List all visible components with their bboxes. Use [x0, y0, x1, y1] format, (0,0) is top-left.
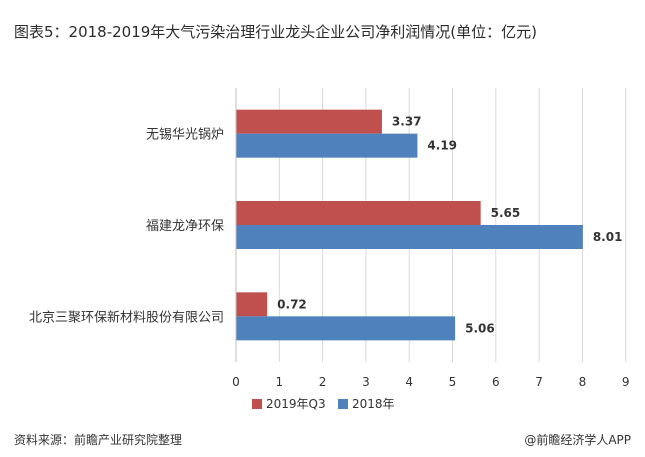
x-tick-label: 2: [319, 375, 327, 389]
x-tick-label: 5: [449, 375, 457, 389]
data-label: 5.65: [491, 206, 521, 220]
legend-label: 2019年Q3: [266, 397, 326, 411]
data-label: 0.72: [277, 297, 307, 311]
chart-title: 图表5：2018-2019年大气污染治理行业龙头企业公司净利润情况(单位：亿元): [14, 23, 538, 41]
bar: [236, 109, 382, 134]
data-labels: 3.37 4.19 5.65 8.01 0.72 5.06: [277, 115, 622, 336]
bar: [236, 133, 418, 158]
legend-swatch: [338, 399, 348, 409]
x-tick-label: 0: [232, 375, 240, 389]
category-label: 福建龙净环保: [146, 219, 224, 234]
bar: [236, 225, 583, 249]
x-tick-label: 1: [275, 375, 283, 389]
bar: [236, 292, 268, 317]
bar: [236, 201, 481, 225]
category-label: 北京三聚环保新材料股份有限公司: [29, 309, 224, 325]
category-label: 无锡华光锅炉: [146, 127, 224, 143]
data-label: 3.37: [392, 115, 422, 129]
source-note: 资料来源：前瞻产业研究院整理: [14, 433, 183, 447]
brand-credit: @前瞻经济学人APP: [524, 433, 631, 447]
data-label: 5.06: [465, 321, 495, 335]
bars: [236, 109, 583, 341]
x-tick-label: 9: [622, 375, 630, 389]
legend-swatch: [252, 399, 262, 409]
x-tick-label: 4: [405, 375, 413, 389]
x-tick-label: 3: [362, 375, 370, 389]
x-axis-ticks: 0 1 2 3 4 5 6 7 8 9: [232, 375, 629, 389]
data-label: 8.01: [593, 230, 623, 244]
x-tick-label: 6: [492, 375, 500, 389]
legend: 2019年Q3 2018年: [252, 397, 395, 411]
legend-label: 2018年: [352, 397, 395, 411]
x-tick-label: 8: [579, 375, 587, 389]
x-tick-label: 7: [535, 375, 543, 389]
bar: [236, 316, 456, 341]
data-label: 4.19: [427, 139, 457, 153]
